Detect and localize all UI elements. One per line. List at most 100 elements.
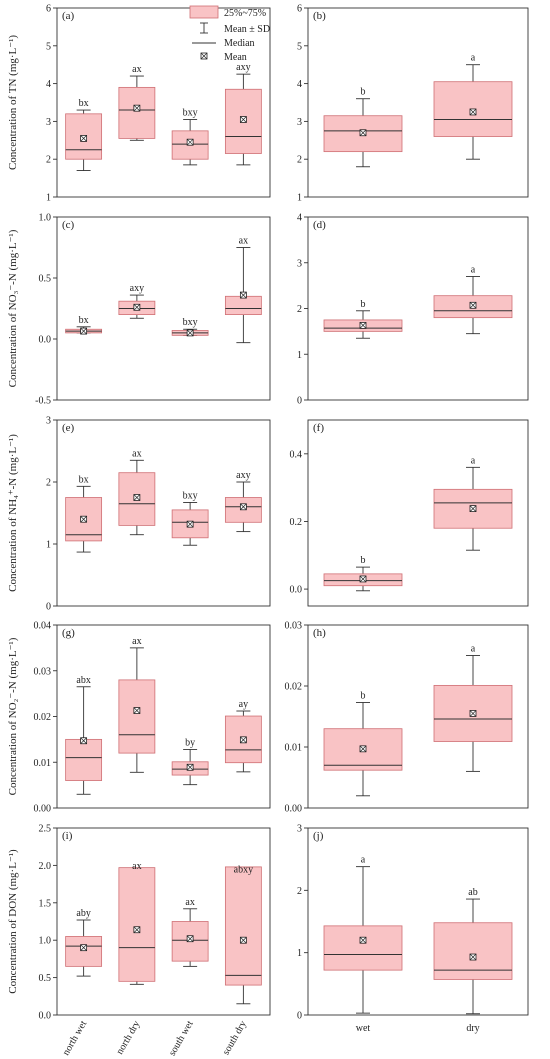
mean-marker-x [240, 503, 247, 511]
significance-letter: ax [185, 897, 194, 908]
legend-sd-label: Mean ± SD [224, 24, 270, 35]
iqr-box [65, 497, 103, 542]
mean-marker-x [186, 764, 194, 771]
y-tick-label: 0.03 [34, 666, 52, 677]
y-tick-label: 2 [297, 155, 302, 166]
mean-marker-x [133, 707, 141, 714]
box-2: ab dry [433, 887, 513, 1034]
panel-label: (a) [62, 10, 75, 22]
box-2: a [433, 53, 513, 160]
panel-g: 0.00 0.01 0.02 0.03 0.04 (g) Concentration of … [7, 621, 271, 815]
x-category-label: south wet [167, 1019, 196, 1058]
mean-marker-x [469, 505, 477, 512]
plot-frame [56, 827, 271, 1016]
plot-frame [307, 7, 529, 198]
panel-d: 0 1 2 3 4 (d) b a [297, 213, 529, 407]
mean-marker-x [469, 302, 477, 309]
y-tick-label: -0.5 [35, 396, 51, 407]
mean-marker-x [133, 926, 141, 933]
significance-letter: a [361, 855, 366, 866]
y-tick-label: 0.0 [39, 1011, 52, 1022]
y-tick-label: 6 [297, 4, 302, 15]
panel-c: -0.5 0.0 0.5 1.0 (c) Concentration of NO₃⁻-N … [7, 213, 271, 407]
iqr-box [224, 866, 262, 986]
mean-marker-x [80, 515, 87, 523]
y-tick-label: 2 [46, 478, 51, 489]
mean-marker-x [240, 736, 247, 744]
y-tick-label: 4 [46, 79, 51, 90]
significance-letter: b [361, 87, 366, 98]
mean-marker-x [240, 936, 247, 944]
box-1: b [323, 555, 403, 592]
y-tick-label: 6 [46, 4, 51, 15]
significance-letter: abxy [234, 865, 253, 876]
x-category-label: north wet [61, 1019, 90, 1058]
plot-frame [307, 827, 529, 1016]
significance-letter: ay [239, 699, 248, 710]
y-tick-label: 0.01 [34, 758, 52, 769]
box-1: bx [65, 98, 103, 171]
legend: 25%~75% Mean ± SD Median Mean [189, 5, 270, 63]
box-4: abxy south dry [221, 865, 262, 1057]
y-tick-label: 2 [297, 304, 302, 315]
mean-marker-x [80, 327, 87, 335]
significance-letter: b [361, 690, 366, 701]
box-1: bx [65, 315, 103, 335]
legend-mean-symbol-x [200, 52, 208, 60]
y-tick-label: 0.03 [285, 621, 303, 632]
mean-marker-x [80, 135, 87, 142]
box-1: a wet [323, 855, 403, 1034]
plot-frame [56, 7, 271, 198]
box-3: ax south wet [167, 897, 209, 1058]
y-tick-label: 3 [297, 824, 302, 835]
y-axis-label: Concentration of DON (mg·L⁻¹) [7, 849, 19, 994]
y-tick-label: 0 [297, 1011, 302, 1022]
box-3: bxy [171, 317, 209, 337]
box-1: abx [65, 675, 103, 795]
y-tick-label: 0.0 [39, 335, 52, 346]
panel-label: (g) [62, 627, 75, 639]
box-2: a [433, 455, 513, 551]
mean-marker-x [186, 329, 194, 337]
box-1: b [323, 87, 403, 168]
legend-box-swatch [189, 5, 219, 19]
panel-label: (b) [313, 10, 326, 22]
y-tick-label: 1 [297, 948, 302, 959]
y-tick-label: 0 [46, 602, 51, 613]
mean-marker-x [240, 116, 247, 123]
legend-mean-label: Mean [224, 52, 247, 63]
y-tick-label: 0.02 [34, 712, 52, 723]
box-4: ay [224, 699, 262, 773]
y-tick-label: 2 [46, 155, 51, 166]
significance-letter: by [185, 737, 195, 748]
panel-i: 0.0 0.5 1.0 1.5 2.0 2.5 (i) Concentration of DO… [7, 824, 271, 1058]
box-2: ax north dry [114, 861, 156, 1057]
x-category-label: south dry [221, 1019, 249, 1057]
mean-marker-x [240, 291, 247, 299]
y-tick-label: 4 [297, 79, 302, 90]
panel-h: 0.00 0.01 0.02 0.03 (h) b a [285, 621, 529, 815]
significance-letter: ax [132, 861, 141, 872]
panel-f: 0.0 0.2 0.4 (f) b a [290, 419, 529, 607]
mean-marker-x [359, 129, 367, 136]
y-tick-label: 2.5 [39, 824, 52, 835]
y-tick-label: 0.0 [290, 585, 303, 596]
iqr-box [118, 86, 156, 139]
iqr-box [65, 738, 103, 781]
mean-marker-x [80, 737, 87, 744]
box-2: ax [118, 448, 156, 536]
y-tick-label: 1.0 [39, 936, 52, 947]
y-tick-label: 0 [297, 396, 302, 407]
significance-letter: a [471, 264, 476, 275]
iqr-box [65, 936, 103, 967]
plot-frame [307, 419, 529, 607]
y-tick-label: 3 [297, 117, 302, 128]
significance-letter: bxy [183, 317, 198, 328]
y-tick-label: 0.00 [285, 804, 303, 815]
box-3: bxy [171, 490, 209, 546]
mean-marker-x [359, 936, 367, 944]
mean-marker-x [133, 494, 141, 501]
x-category-label: wet [356, 1023, 371, 1034]
x-category-label: dry [466, 1023, 479, 1034]
